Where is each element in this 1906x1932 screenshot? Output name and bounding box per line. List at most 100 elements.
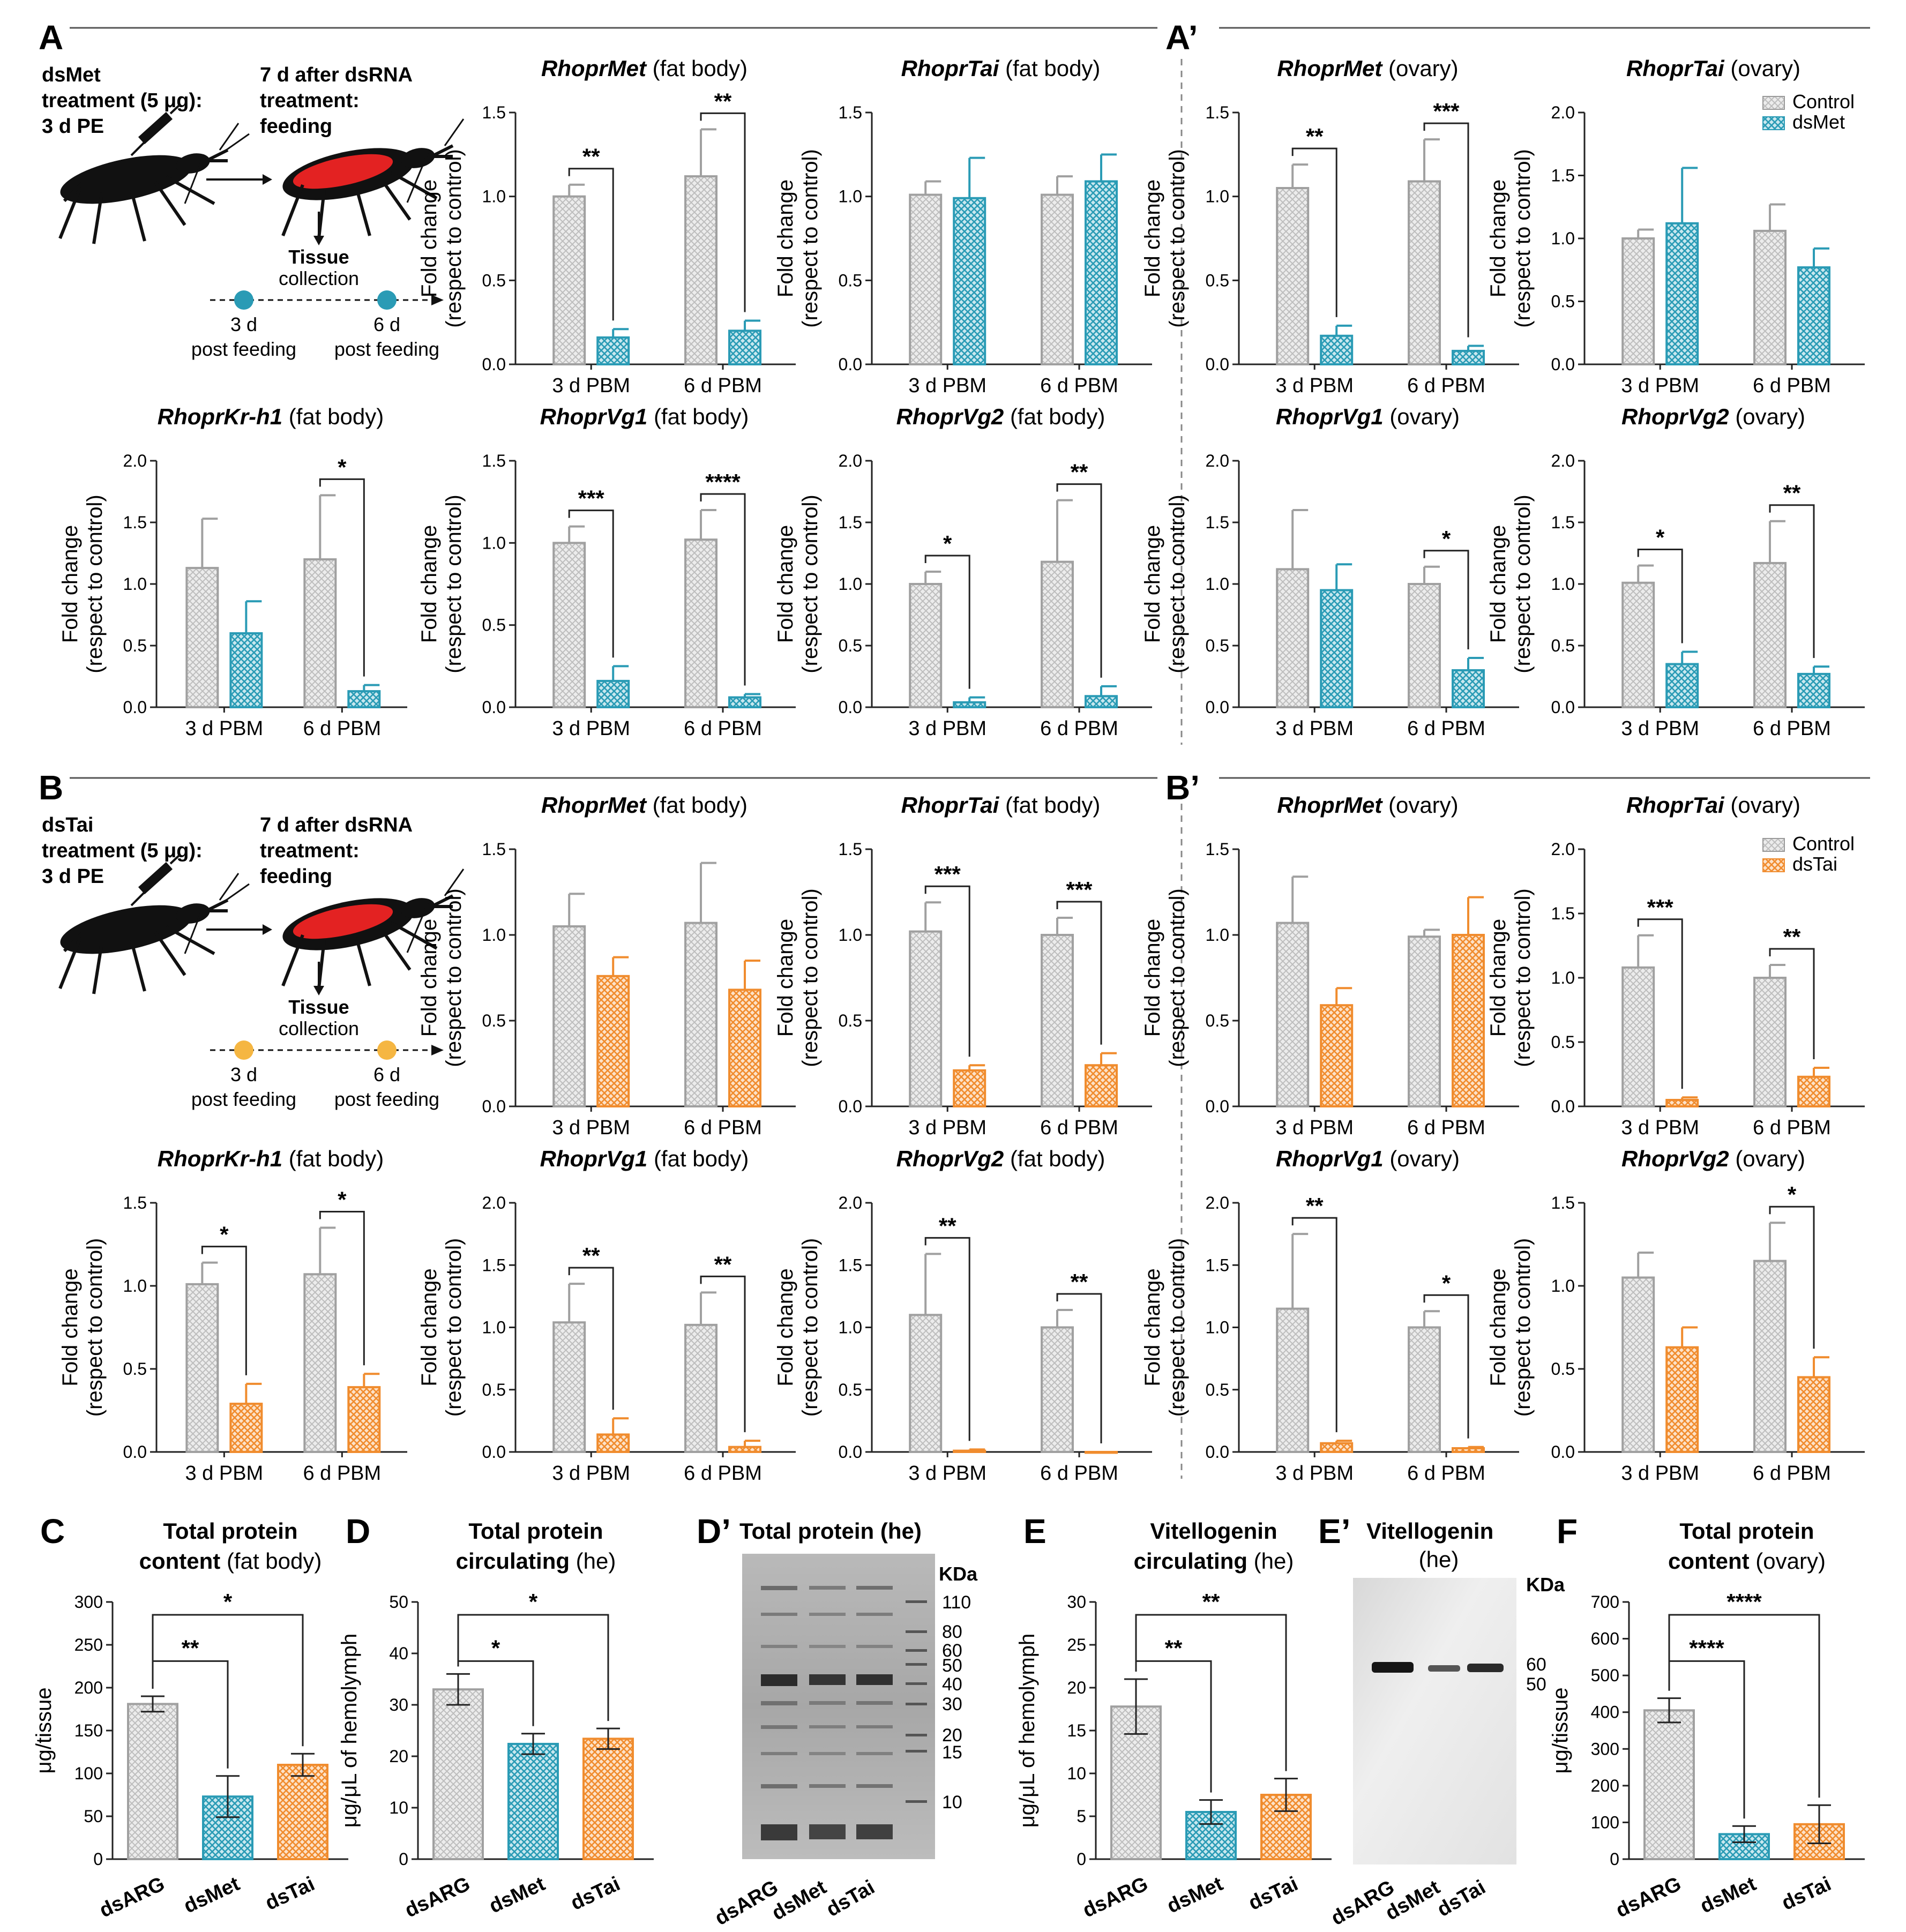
x-tick-label: dsARG — [401, 1873, 473, 1922]
bar-control — [552, 1321, 586, 1453]
y-tick-label: 0.0 — [1206, 355, 1229, 374]
significance-label: * — [338, 1187, 347, 1212]
y-tick-label: 150 — [74, 1721, 103, 1740]
y-axis-label: Fold change — [1486, 179, 1510, 297]
y-tick-label: 2.0 — [123, 451, 147, 470]
bar-dsmet — [953, 197, 986, 365]
chart-b5: RhoprKr-h1 (fat body) 0.0 0.5 1.0 1.5 Fold ch… — [58, 1146, 407, 1485]
x-tick-label: 6 d PBM — [1407, 1117, 1485, 1139]
significance-bracket — [1135, 1614, 1287, 1771]
chart-b6: RhoprVg1 (fat body) 0.0 0.5 1.0 1.5 2.0 Fold c… — [417, 1146, 796, 1485]
significance-label: *** — [935, 862, 961, 887]
bar-dstai — [277, 1764, 328, 1860]
y-axis-label: Fold change — [58, 1268, 82, 1386]
bar-control — [185, 567, 219, 708]
timepoint-a-6d — [377, 290, 397, 310]
schematic-b-treatment-1: dsTai — [42, 814, 93, 836]
x-tick-label: 6 d PBM — [684, 1117, 762, 1139]
blot-lane-label: dsTai — [1433, 1876, 1490, 1921]
x-tick-label: 3 d PBM — [1275, 1117, 1354, 1139]
x-tick-label: 3 d PBM — [1621, 375, 1699, 397]
y-tick-label: 300 — [1591, 1739, 1619, 1758]
gel-marker-110: 110 — [942, 1592, 971, 1613]
chart-title-tissue: (fat body) — [1004, 1146, 1105, 1171]
x-tick-label: 3 d PBM — [1275, 375, 1354, 397]
bar-control — [909, 1314, 943, 1453]
significance-label: **** — [705, 469, 741, 495]
y-axis-label: Fold change — [417, 1268, 441, 1386]
timepoint-a-6d-desc: post feeding — [334, 338, 439, 360]
chart-b7: RhoprVg2 (fat body) 0.0 0.5 1.0 1.5 2.0 Fold c… — [774, 1146, 1152, 1485]
bar-dstai — [953, 1069, 986, 1108]
panel-e-prime-title-2: (he) — [1419, 1547, 1459, 1572]
y-axis-label: (respect to control) — [1165, 495, 1189, 673]
significance-label: **** — [1689, 1635, 1724, 1660]
x-tick-label: 6 d PBM — [684, 717, 762, 740]
y-axis-label: Fold change — [1486, 1268, 1510, 1386]
y-tick-label: 10 — [389, 1798, 408, 1817]
y-tick-label: 1.0 — [123, 1276, 147, 1296]
y-tick-label: 250 — [74, 1635, 103, 1654]
timepoint-a-3d-desc: post feeding — [191, 338, 296, 360]
significance-label: *** — [1647, 895, 1674, 920]
y-tick-label: 1.0 — [1206, 925, 1229, 945]
bar-dsarg — [432, 1688, 484, 1860]
y-tick-label: 400 — [1591, 1703, 1619, 1722]
panel-title: Total protein — [468, 1518, 603, 1544]
significance-label: ** — [1165, 1635, 1183, 1660]
y-axis-label: Fold change — [417, 179, 441, 297]
gel-lane-dstai — [856, 1586, 893, 1839]
significance-label: * — [223, 1589, 233, 1614]
significance-bracket — [1637, 549, 1683, 643]
x-tick-label: dsMet — [1697, 1873, 1760, 1918]
legend-a-prime: Control dsMet — [1762, 91, 1855, 133]
x-tick-label: 6 d PBM — [1040, 375, 1118, 397]
y-tick-label: 0.0 — [1206, 1442, 1229, 1462]
blot-band-dsmet — [1428, 1665, 1460, 1672]
bar-dsmet — [1797, 672, 1831, 709]
significance-bracket — [1291, 1217, 1337, 1433]
y-tick-label: 0.5 — [1206, 1011, 1229, 1030]
y-tick-label: 0.5 — [1551, 292, 1575, 311]
y-tick-label: 1.0 — [839, 925, 862, 945]
y-tick-label: 2.0 — [1551, 451, 1575, 470]
significance-label: ** — [182, 1635, 199, 1660]
y-tick-label: 1.0 — [839, 574, 862, 594]
y-tick-label: 1.0 — [839, 1318, 862, 1337]
y-tick-label: 1.5 — [482, 451, 506, 470]
chart-title-tissue: (ovary) — [1724, 56, 1800, 81]
chart-a6: RhoprVg1 (fat body) 0.0 0.5 1.0 1.5 Fold chan… — [417, 404, 796, 740]
bar-dsmet — [728, 696, 762, 708]
bar-dsmet — [507, 1742, 559, 1860]
x-tick-label: dsTai — [262, 1873, 318, 1915]
y-tick-label: 0.0 — [482, 1097, 506, 1116]
y-tick-label: 10 — [1067, 1764, 1086, 1783]
y-tick-label: 1.5 — [482, 840, 506, 859]
y-tick-label: 1.5 — [1206, 1255, 1229, 1275]
significance-bracket — [1668, 1614, 1820, 1798]
bar-dsmet — [1320, 334, 1354, 366]
panel-letter: E — [1023, 1512, 1047, 1551]
chart-title-tissue: (ovary) — [1384, 404, 1460, 429]
y-axis-label: Fold change — [417, 919, 441, 1037]
y-tick-label: 1.5 — [123, 513, 147, 532]
x-tick-label: dsARG — [1079, 1873, 1151, 1922]
bar-dstai — [596, 975, 630, 1108]
bar-dstai — [1665, 1346, 1699, 1453]
bar-control — [1408, 1326, 1441, 1453]
bar-dsmet — [347, 690, 381, 708]
chart-title-gene: RhoprTai — [1626, 792, 1725, 818]
bar-control — [1753, 229, 1787, 365]
y-tick-label: 1.5 — [1551, 1193, 1575, 1212]
gel-unit: KDa — [939, 1563, 978, 1585]
y-tick-label: 0.0 — [1551, 1442, 1575, 1462]
y-tick-label: 600 — [1591, 1629, 1619, 1649]
significance-label: ** — [714, 1252, 732, 1277]
bar-control — [303, 1273, 337, 1454]
gel-lane-label: dsTai — [823, 1876, 879, 1921]
x-tick-label: 3 d PBM — [908, 375, 986, 397]
gel-lane-dsarg — [761, 1586, 797, 1840]
bar-dstai — [1665, 1099, 1699, 1107]
y-tick-label: 1.0 — [839, 187, 862, 206]
y-tick-label: 0 — [399, 1849, 408, 1869]
